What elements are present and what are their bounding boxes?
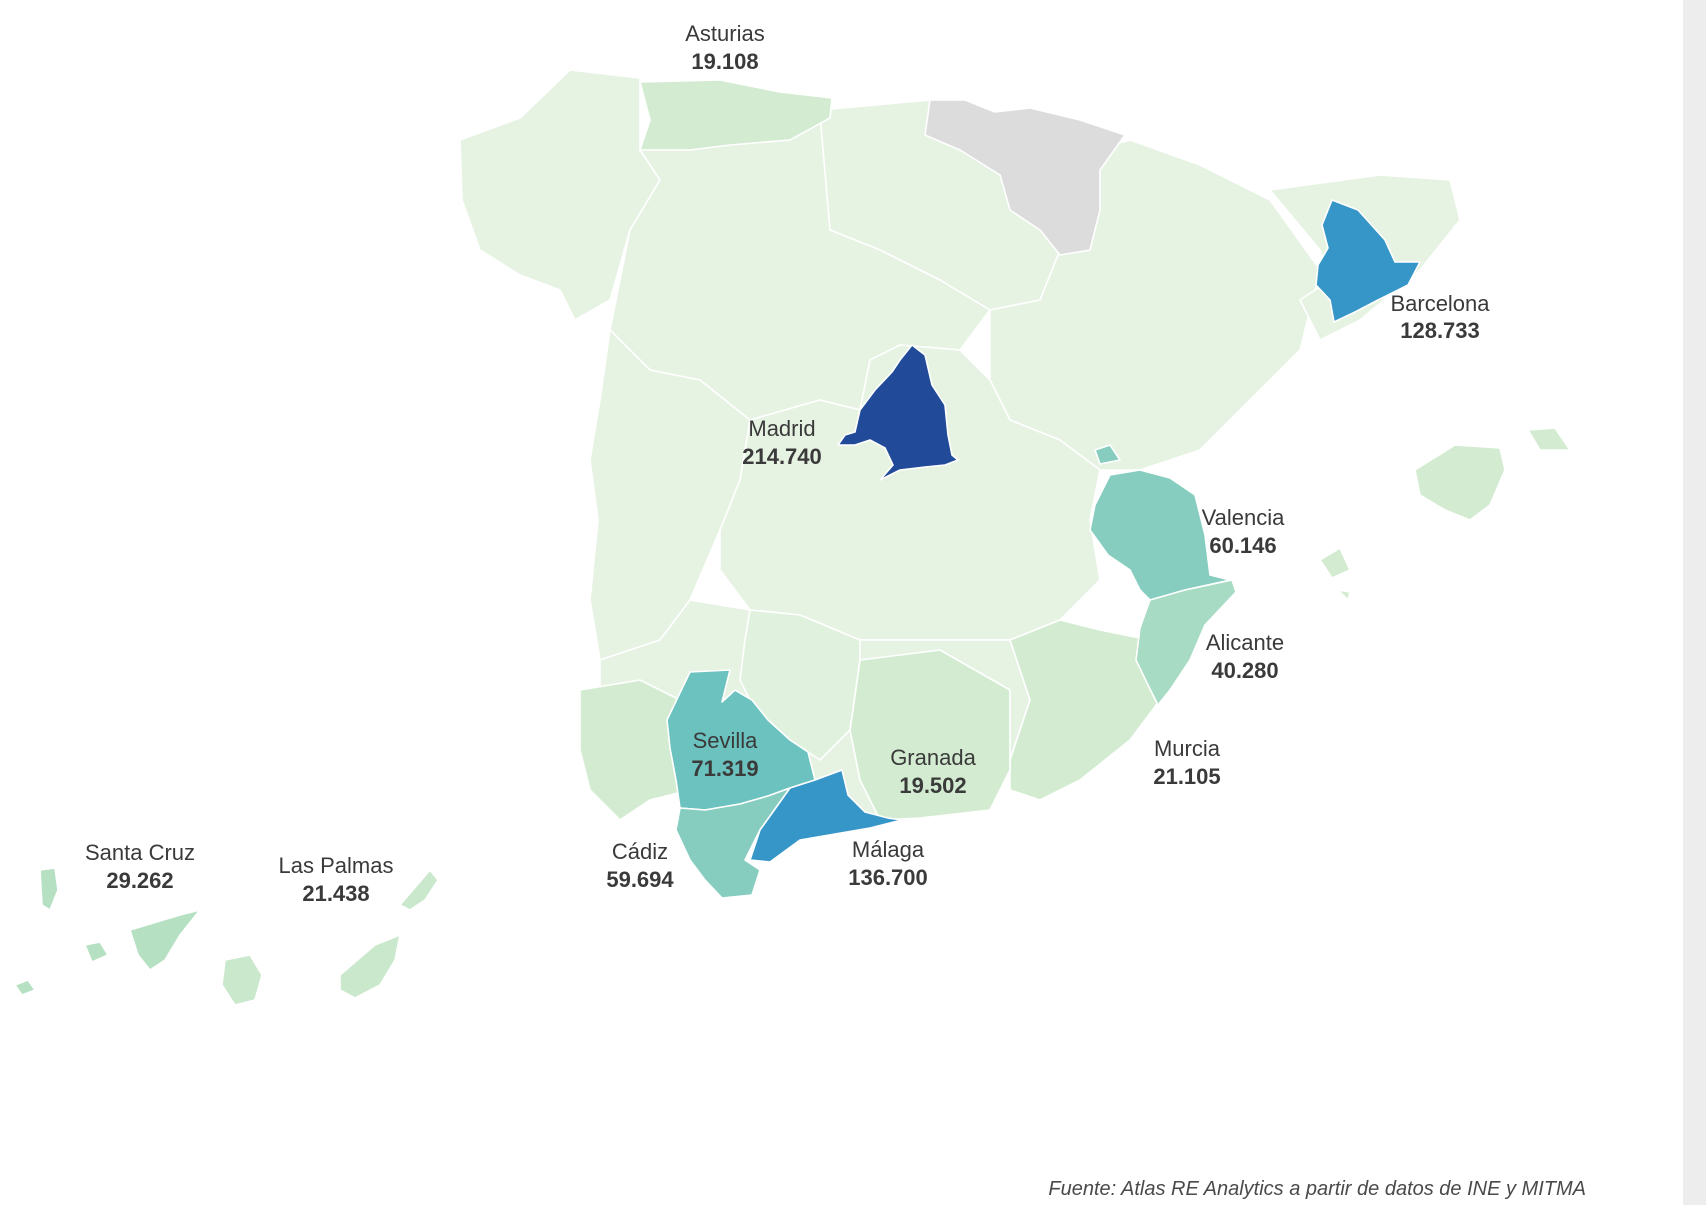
label-cadiz-value: 59.694 bbox=[606, 867, 674, 892]
label-murcia-name: Murcia bbox=[1154, 736, 1221, 761]
label-santa-cruz-value: 29.262 bbox=[106, 868, 173, 893]
source-caption: Fuente: Atlas RE Analytics a partir de d… bbox=[1048, 1178, 1586, 1200]
region-murcia bbox=[1009, 619, 1161, 801]
label-granada-value: 19.502 bbox=[899, 773, 966, 798]
label-sevilla-value: 71.319 bbox=[691, 756, 758, 781]
label-cadiz-name: Cádiz bbox=[612, 839, 668, 864]
label-las-palmas-value: 21.438 bbox=[302, 881, 369, 906]
region-malaga bbox=[749, 769, 903, 863]
label-barcelona-value: 128.733 bbox=[1400, 318, 1480, 343]
region-galicia bbox=[459, 69, 661, 321]
region-no-data bbox=[924, 99, 1126, 256]
region-cadiz bbox=[675, 787, 791, 899]
region-asturias bbox=[639, 79, 833, 151]
label-barcelona-name: Barcelona bbox=[1390, 291, 1490, 316]
label-madrid-name: Madrid bbox=[748, 416, 815, 441]
label-las-palmas-name: Las Palmas bbox=[279, 853, 394, 878]
island-mallorca bbox=[1414, 444, 1506, 521]
lake-albufera bbox=[1094, 444, 1121, 465]
region-las-palmas bbox=[221, 869, 439, 1006]
region-huelva-cordoba bbox=[579, 679, 691, 821]
region-santa-cruz bbox=[14, 867, 201, 996]
label-asturias-name: Asturias bbox=[685, 21, 764, 46]
balearic-islands bbox=[1094, 427, 1571, 601]
label-valencia-value: 60.146 bbox=[1209, 533, 1276, 558]
label-granada-name: Granada bbox=[890, 745, 976, 770]
label-malaga-value: 136.700 bbox=[848, 865, 928, 890]
label-asturias-value: 19.108 bbox=[691, 49, 758, 74]
label-murcia-value: 21.105 bbox=[1153, 764, 1220, 789]
region-labels: Asturias 19.108 Barcelona 128.733 Madrid… bbox=[85, 21, 1490, 906]
label-santa-cruz-name: Santa Cruz bbox=[85, 840, 195, 865]
page-edge-strip bbox=[1683, 0, 1706, 1205]
island-ibiza bbox=[1319, 547, 1351, 579]
region-alicante bbox=[1135, 579, 1237, 706]
label-alicante-value: 40.280 bbox=[1211, 658, 1278, 683]
mainland-base bbox=[459, 69, 1461, 821]
island-formentera bbox=[1337, 589, 1351, 601]
label-malaga-name: Málaga bbox=[852, 837, 925, 862]
region-granada bbox=[849, 649, 1011, 821]
label-valencia-name: Valencia bbox=[1202, 505, 1286, 530]
region-barcelona bbox=[1315, 199, 1421, 323]
region-castilla-la-mancha bbox=[719, 344, 1101, 641]
label-madrid-value: 214.740 bbox=[742, 444, 822, 469]
label-sevilla-name: Sevilla bbox=[693, 728, 759, 753]
island-menorca bbox=[1527, 427, 1571, 451]
label-alicante-name: Alicante bbox=[1206, 630, 1284, 655]
region-madrid bbox=[837, 344, 959, 481]
canary-islands bbox=[14, 867, 439, 1006]
